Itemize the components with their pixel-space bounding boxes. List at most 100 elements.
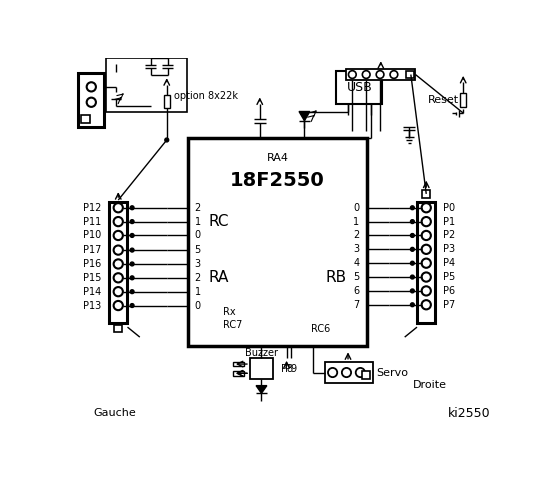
Circle shape — [113, 301, 123, 310]
Circle shape — [390, 71, 398, 78]
Text: Gauche: Gauche — [93, 408, 136, 419]
Text: P5: P5 — [443, 272, 456, 282]
Bar — [81, 115, 90, 123]
Bar — [233, 362, 244, 366]
Text: RC7: RC7 — [223, 320, 242, 330]
Circle shape — [130, 248, 134, 252]
Circle shape — [130, 206, 134, 210]
Circle shape — [410, 247, 414, 251]
Text: P2: P2 — [443, 230, 456, 240]
Text: 7: 7 — [353, 300, 359, 310]
Circle shape — [421, 259, 431, 268]
Text: P13: P13 — [83, 300, 101, 311]
Circle shape — [165, 138, 169, 142]
Bar — [109, 202, 128, 323]
Bar — [114, 325, 122, 333]
Text: Reset: Reset — [428, 95, 460, 105]
Text: Buzzer: Buzzer — [245, 348, 278, 358]
Text: P8: P8 — [280, 364, 293, 373]
Bar — [460, 93, 466, 107]
Circle shape — [130, 220, 134, 224]
Circle shape — [410, 220, 414, 224]
Circle shape — [130, 304, 134, 308]
Circle shape — [421, 231, 431, 240]
Polygon shape — [299, 111, 310, 121]
Circle shape — [130, 290, 134, 294]
Text: 2: 2 — [195, 273, 201, 283]
Text: 1: 1 — [195, 287, 201, 297]
Circle shape — [113, 231, 123, 240]
Circle shape — [421, 217, 431, 226]
Text: 2: 2 — [353, 230, 359, 240]
Circle shape — [328, 368, 337, 377]
Bar — [113, 72, 119, 86]
Polygon shape — [111, 92, 121, 99]
Text: P1: P1 — [443, 216, 455, 227]
Circle shape — [410, 234, 414, 238]
Circle shape — [421, 273, 431, 282]
Text: RB: RB — [326, 270, 347, 285]
Circle shape — [376, 71, 384, 78]
Circle shape — [87, 82, 96, 92]
Text: RA: RA — [209, 270, 229, 285]
Text: P4: P4 — [443, 258, 455, 268]
Bar — [406, 71, 414, 78]
Circle shape — [362, 71, 370, 78]
Circle shape — [348, 71, 356, 78]
Text: 5: 5 — [353, 272, 359, 282]
Circle shape — [410, 303, 414, 307]
Text: P11: P11 — [83, 216, 101, 227]
Bar — [164, 95, 170, 108]
Text: P6: P6 — [443, 286, 455, 296]
Bar — [362, 371, 369, 379]
Text: ki2550: ki2550 — [448, 407, 491, 420]
Circle shape — [410, 275, 414, 279]
Bar — [250, 358, 273, 380]
Text: 1: 1 — [195, 216, 201, 227]
Text: P10: P10 — [83, 230, 101, 240]
Text: 6: 6 — [353, 286, 359, 296]
Text: Servo: Servo — [377, 368, 409, 378]
Text: 0: 0 — [195, 230, 201, 240]
Text: P9: P9 — [285, 364, 297, 373]
Circle shape — [87, 97, 96, 107]
Circle shape — [356, 368, 365, 377]
Text: P3: P3 — [443, 244, 455, 254]
Circle shape — [342, 368, 351, 377]
Bar — [346, 69, 415, 80]
Text: P16: P16 — [83, 259, 101, 269]
Circle shape — [421, 245, 431, 254]
Circle shape — [410, 206, 414, 210]
Circle shape — [113, 259, 123, 269]
Circle shape — [130, 262, 134, 266]
Text: 4: 4 — [353, 258, 359, 268]
Text: 5: 5 — [195, 245, 201, 255]
Text: P17: P17 — [83, 245, 101, 255]
Bar — [325, 362, 373, 384]
Polygon shape — [256, 385, 267, 393]
Text: 0: 0 — [195, 300, 201, 311]
Text: RA4: RA4 — [267, 153, 289, 163]
Circle shape — [130, 276, 134, 280]
Circle shape — [113, 287, 123, 296]
Text: RC6: RC6 — [311, 324, 330, 335]
Circle shape — [421, 286, 431, 296]
Circle shape — [410, 289, 414, 293]
Bar — [422, 190, 430, 198]
Text: RC: RC — [209, 214, 229, 229]
Text: 3: 3 — [353, 244, 359, 254]
Text: P14: P14 — [83, 287, 101, 297]
Bar — [78, 73, 105, 127]
Bar — [336, 71, 382, 104]
Bar — [106, 58, 187, 111]
Circle shape — [421, 300, 431, 310]
Circle shape — [421, 203, 431, 212]
Bar — [233, 371, 244, 376]
Circle shape — [410, 261, 414, 265]
Text: 18F2550: 18F2550 — [230, 171, 325, 190]
Text: 1: 1 — [353, 216, 359, 227]
Text: Droite: Droite — [413, 380, 447, 390]
Circle shape — [113, 217, 123, 226]
Text: Rx: Rx — [223, 307, 236, 317]
Circle shape — [130, 234, 134, 238]
